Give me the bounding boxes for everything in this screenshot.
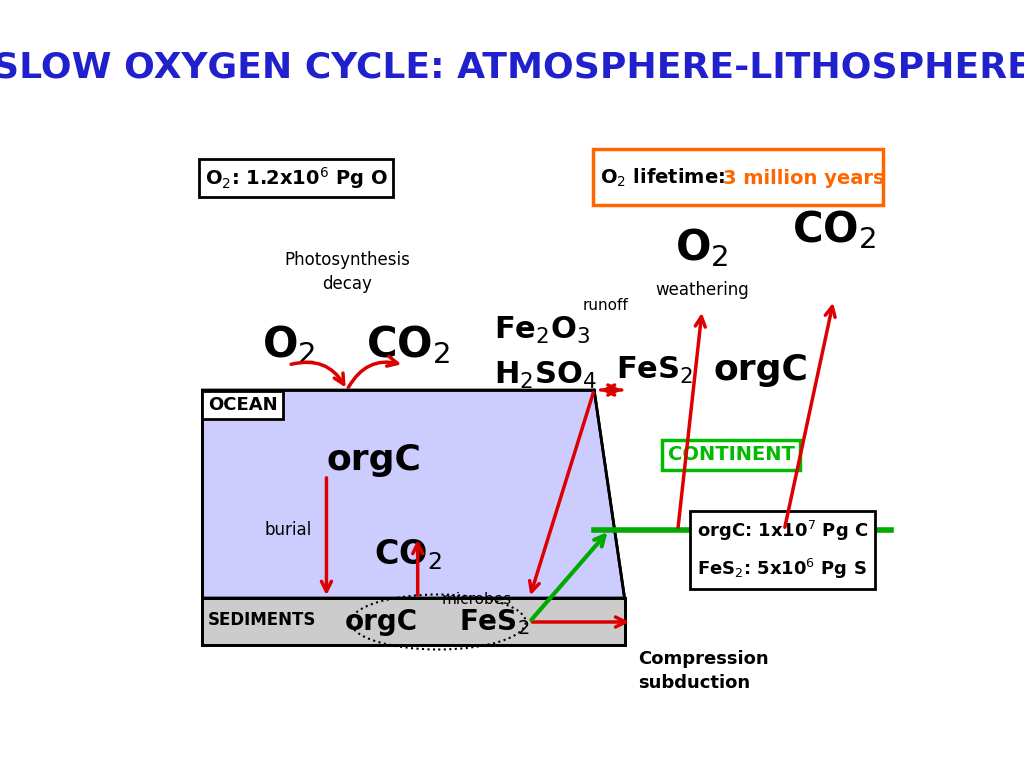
Text: O$_2$: O$_2$ — [676, 227, 729, 270]
Text: Compression
subduction: Compression subduction — [638, 650, 769, 692]
Text: SLOW OXYGEN CYCLE: ATMOSPHERE-LITHOSPHERE: SLOW OXYGEN CYCLE: ATMOSPHERE-LITHOSPHER… — [0, 51, 1024, 85]
Text: FeS$_2$: FeS$_2$ — [616, 355, 693, 386]
Text: weathering: weathering — [655, 281, 749, 299]
Text: SEDIMENTS: SEDIMENTS — [208, 611, 316, 629]
Text: orgC: 1x10$^7$ Pg C
FeS$_2$: 5x10$^6$ Pg S: orgC: 1x10$^7$ Pg C FeS$_2$: 5x10$^6$ Pg… — [696, 518, 868, 581]
Text: CO$_2$: CO$_2$ — [374, 538, 441, 572]
Text: CO$_2$: CO$_2$ — [366, 323, 450, 366]
FancyBboxPatch shape — [593, 149, 883, 205]
Text: orgC: orgC — [327, 443, 421, 477]
Polygon shape — [203, 390, 625, 598]
Text: Fe$_2$O$_3$: Fe$_2$O$_3$ — [494, 314, 590, 346]
Text: burial: burial — [265, 521, 312, 539]
Text: H$_2$SO$_4$: H$_2$SO$_4$ — [494, 359, 597, 391]
Text: OCEAN: OCEAN — [208, 396, 278, 414]
Text: CO$_2$: CO$_2$ — [792, 209, 876, 251]
Text: orgC: orgC — [714, 353, 809, 387]
Text: CONTINENT: CONTINENT — [668, 445, 795, 465]
Polygon shape — [203, 598, 625, 645]
Text: O$_2$ lifetime:: O$_2$ lifetime: — [600, 167, 727, 189]
Text: O$_2$: 1.2x10$^6$ Pg O: O$_2$: 1.2x10$^6$ Pg O — [205, 165, 388, 191]
Text: microbes: microbes — [442, 592, 512, 607]
Text: FeS$_2$: FeS$_2$ — [459, 607, 529, 637]
Text: 3 million years: 3 million years — [723, 168, 885, 187]
Text: O$_2$: O$_2$ — [262, 323, 315, 366]
Text: Photosynthesis
decay: Photosynthesis decay — [284, 251, 410, 293]
Text: orgC: orgC — [345, 608, 418, 636]
Text: runoff: runoff — [583, 297, 629, 313]
